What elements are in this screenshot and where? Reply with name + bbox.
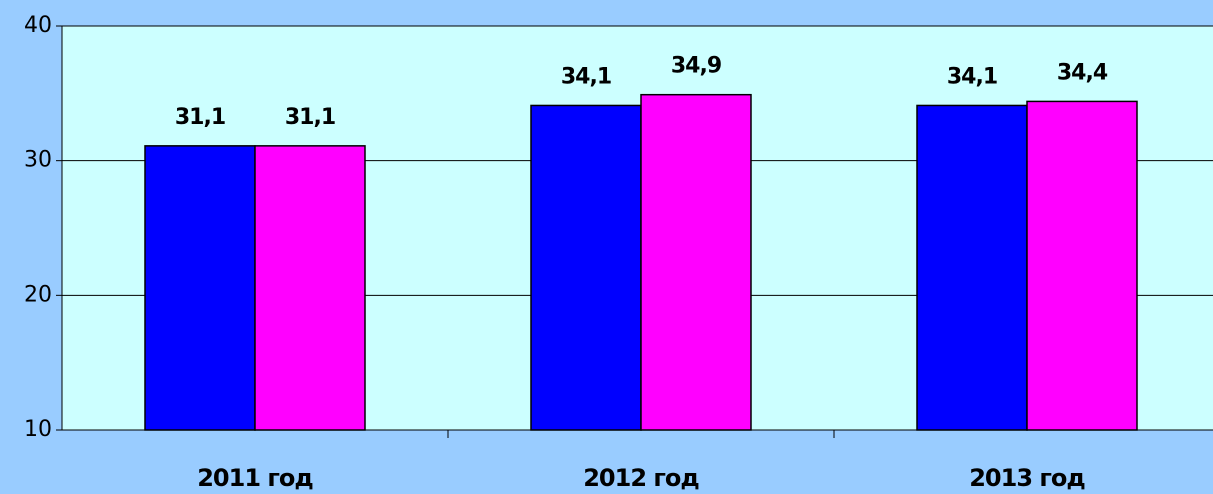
bar — [530, 104, 642, 431]
bar — [916, 104, 1028, 431]
value-label: 34,4 — [1057, 60, 1108, 85]
x-tick-label: 2012 год — [583, 464, 699, 492]
y-tick-label: 40 — [24, 13, 52, 38]
y-tick-label: 10 — [24, 417, 52, 442]
y-tick-label: 20 — [24, 282, 52, 307]
x-tick-label: 2013 год — [969, 464, 1085, 492]
value-label: 31,1 — [285, 105, 335, 130]
value-label: 34,9 — [671, 54, 721, 79]
value-label: 34,1 — [947, 64, 997, 89]
bar — [1026, 100, 1138, 431]
y-tick-label: 30 — [24, 148, 52, 173]
bar — [254, 145, 366, 431]
value-label: 34,1 — [561, 64, 611, 89]
value-label: 31,1 — [175, 105, 225, 130]
x-tick-label: 2011 год — [197, 464, 313, 492]
bar — [640, 93, 752, 431]
bar — [144, 145, 256, 431]
